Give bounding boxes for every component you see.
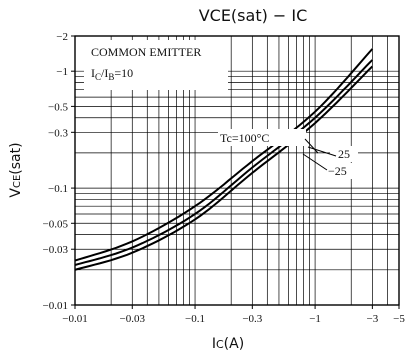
x-tick-labels: −0.01 −0.03 −0.1 −0.3 −1 −3 −5 [62,305,405,325]
condition-label-1: COMMON EMITTER [91,45,201,59]
y-tick-label: −0.05 [43,218,69,230]
y-tick-label: −0.5 [48,101,68,113]
series-label-m25: −25 [328,164,347,178]
y-axis-label: VCE(sat) [8,142,24,197]
x-axis-label: IC(A) [212,336,244,352]
chart-title: VCE(sat) − IC [199,6,308,25]
x-tick-label: −1 [309,313,321,325]
leader-25 [307,146,337,157]
series-labels: Tc=100°C 25 −25 [218,129,358,179]
y-tick-label: −2 [56,31,68,43]
x-tick-label: −0.1 [185,313,205,325]
series-label-bg-1 [218,129,306,146]
y-tick-label: −0.01 [43,300,68,312]
y-tick-labels: −2 −1 −0.5 −0.3 −0.1 −0.05 −0.03 −0.01 [43,31,75,312]
y-tick-label: −0.03 [43,244,69,256]
x-tick-label: −3 [367,313,379,325]
y-tick-label: −0.1 [48,183,68,195]
series-label-25: 25 [338,147,350,161]
condition-box [84,40,228,90]
y-tick-label: −1 [56,66,68,78]
x-tick-label: −5 [393,313,405,325]
series-label-bg-2 [330,146,358,162]
leader-tc100 [304,138,319,154]
x-tick-label: −0.01 [62,313,87,325]
series-line-2 [74,65,374,271]
series-label-tc100: Tc=100°C [220,131,269,145]
series-line-1 [74,59,374,266]
leader-m25 [302,153,328,171]
condition-label-2: IC/IB=10 [91,66,133,82]
x-tick-label: −0.03 [120,313,146,325]
plot-frame [74,35,400,306]
y-tick-label: −0.3 [48,127,68,139]
series-lines [74,48,374,271]
series-line-0 [74,48,374,262]
series-label-bg-3 [324,163,358,179]
x-tick-label: −0.3 [242,313,262,325]
